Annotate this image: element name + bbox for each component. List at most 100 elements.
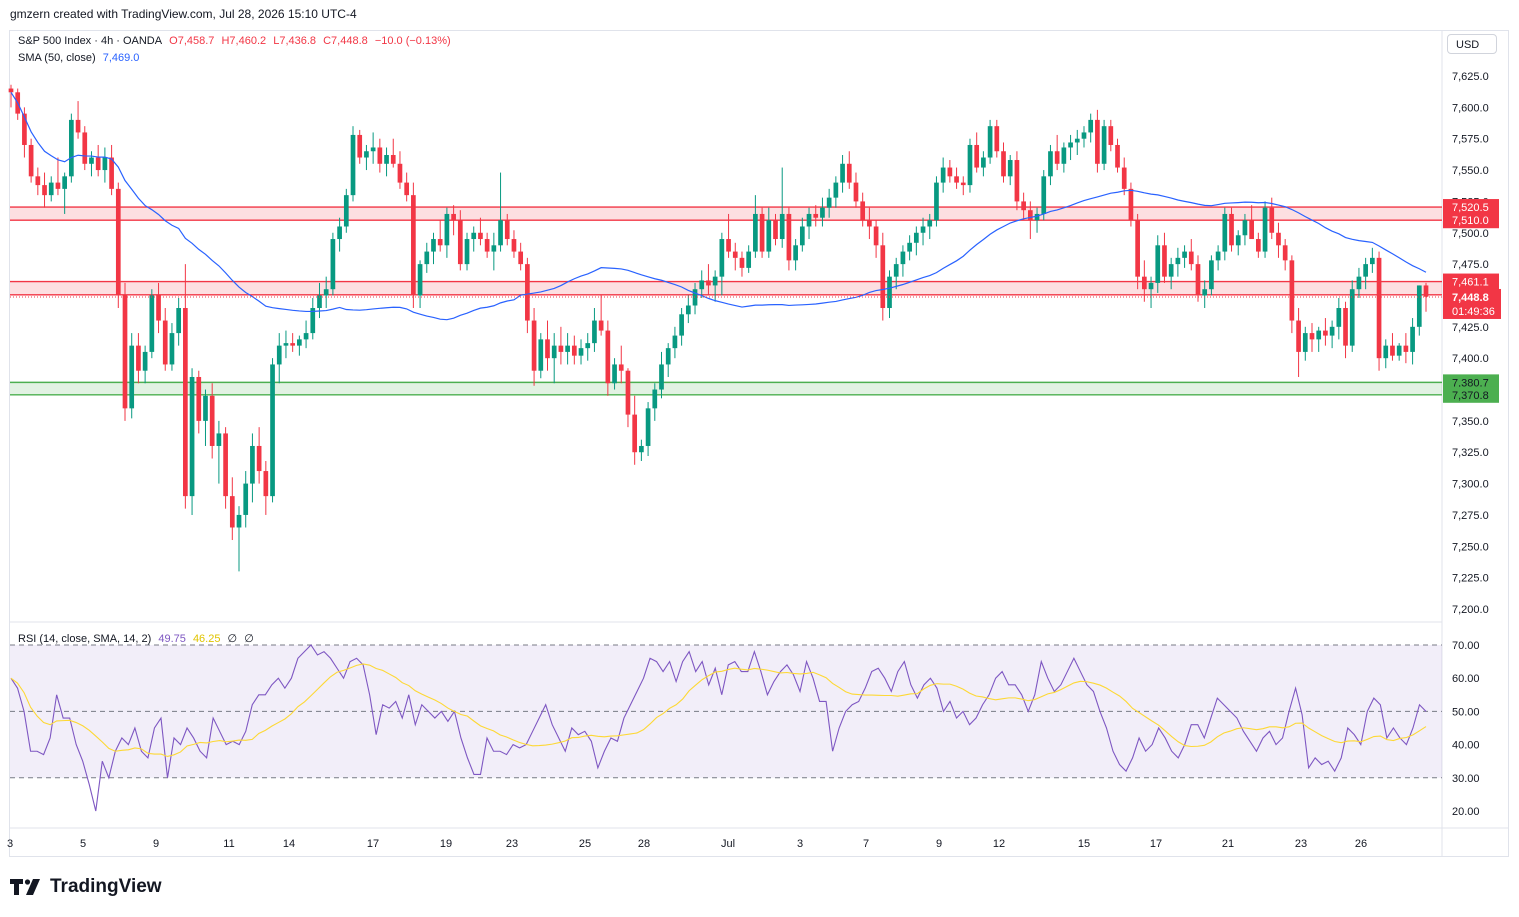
candle-body-up bbox=[491, 245, 497, 252]
candle-body-down bbox=[229, 496, 235, 528]
candle-body-up bbox=[934, 182, 939, 221]
candle-body-down bbox=[518, 251, 524, 265]
candle-body-up bbox=[323, 289, 329, 296]
time-tick-label: 7 bbox=[863, 838, 869, 850]
candle-body-down bbox=[28, 144, 34, 177]
time-tick-label: 28 bbox=[638, 838, 650, 850]
candle-body-down bbox=[122, 295, 128, 409]
candle-body-up bbox=[806, 213, 812, 227]
candle-body-up bbox=[310, 308, 316, 334]
candle-body-down bbox=[1343, 308, 1348, 346]
candle-body-down bbox=[1027, 210, 1033, 221]
candle-body-up bbox=[1262, 207, 1268, 252]
candle-body-up bbox=[330, 239, 336, 290]
candle-body-down bbox=[82, 132, 88, 164]
candle-body-up bbox=[793, 245, 798, 261]
candle-body-up bbox=[692, 289, 698, 306]
currency-button[interactable]: USD bbox=[1447, 34, 1497, 54]
candle-body-up bbox=[1302, 333, 1308, 352]
price-tick-label: 7,400.0 bbox=[1452, 353, 1489, 365]
candle-body-down bbox=[1115, 144, 1120, 168]
candle-body-down bbox=[1128, 188, 1134, 221]
candle-body-up bbox=[645, 408, 651, 446]
candle-body-up bbox=[679, 314, 684, 336]
candle-body-up bbox=[900, 251, 906, 265]
sma-value: 7,469.0 bbox=[102, 52, 140, 64]
candle-body-down bbox=[484, 239, 490, 252]
rsi-extra-2: ∅ bbox=[244, 633, 254, 645]
candle-body-up bbox=[538, 339, 544, 371]
candle-body-up bbox=[102, 157, 108, 171]
time-tick-label: 21 bbox=[1222, 838, 1234, 850]
candle-body-up bbox=[592, 320, 597, 344]
candle-body-up bbox=[203, 395, 208, 421]
candle-body-down bbox=[156, 295, 161, 321]
candle-body-down bbox=[954, 176, 959, 183]
time-tick-label: 9 bbox=[936, 838, 942, 850]
candle-body-up bbox=[833, 182, 839, 198]
candle-body-up bbox=[652, 389, 658, 409]
time-tick-label: 11 bbox=[223, 838, 234, 850]
candle-body-up bbox=[1329, 326, 1335, 336]
candle-body-down bbox=[1021, 201, 1026, 211]
candle-body-down bbox=[256, 445, 262, 472]
price-tick-label: 7,575.0 bbox=[1452, 134, 1489, 146]
candle-body-up bbox=[746, 251, 752, 268]
candle-body-down bbox=[545, 339, 550, 359]
rsi-label[interactable]: RSI (14, close, SMA, 14, 2) bbox=[18, 633, 152, 645]
rsi-line bbox=[10, 644, 1427, 812]
sma-label[interactable]: SMA (50, close) bbox=[18, 52, 96, 64]
candle-body-up bbox=[766, 220, 772, 252]
candle-body-down bbox=[377, 147, 383, 164]
candle-body-down bbox=[873, 226, 879, 246]
rsi-sma-value: 46.25 bbox=[192, 633, 221, 645]
candle-body-up bbox=[1215, 251, 1221, 261]
rsi-tick-label: 60.00 bbox=[1452, 673, 1480, 685]
candle-body-down bbox=[947, 167, 953, 177]
candle-body-down bbox=[42, 185, 47, 196]
candle-body-up bbox=[142, 351, 148, 371]
candle-body-up bbox=[1155, 245, 1161, 283]
resistance-price-tag-label: 7,461.1 bbox=[1452, 277, 1489, 289]
time-tick-label: 26 bbox=[1355, 838, 1367, 850]
candle-body-up bbox=[585, 343, 591, 349]
candle-body-down bbox=[1141, 276, 1147, 290]
candle-body-up bbox=[1182, 251, 1187, 258]
candle-body-up bbox=[887, 276, 892, 309]
candle-body-up bbox=[89, 157, 94, 164]
candle-body-up bbox=[672, 335, 678, 349]
price-tick-label: 7,200.0 bbox=[1452, 604, 1489, 616]
candle-body-up bbox=[840, 163, 845, 183]
candle-body-up bbox=[444, 213, 450, 246]
candle-body-up bbox=[464, 239, 470, 265]
candle-body-up bbox=[471, 232, 477, 240]
candle-body-down bbox=[846, 163, 852, 183]
candle-body-up bbox=[1007, 160, 1013, 177]
time-tick-label: Jul bbox=[721, 838, 735, 850]
candle-body-up bbox=[1356, 276, 1362, 290]
resistance-price-tag bbox=[1443, 273, 1499, 290]
tradingview-logo-icon bbox=[10, 879, 40, 895]
resistance-zone bbox=[10, 281, 1442, 295]
candle-body-up bbox=[1316, 330, 1322, 340]
candle-body-up bbox=[370, 147, 376, 152]
candle-body-down bbox=[1323, 330, 1328, 336]
candle-body-down bbox=[196, 376, 202, 421]
candle-body-up bbox=[565, 345, 570, 352]
candle-body-up bbox=[685, 305, 691, 315]
candle-body-up bbox=[612, 364, 617, 384]
candle-body-down bbox=[786, 213, 792, 261]
time-tick-label: 23 bbox=[1295, 838, 1307, 850]
candle-body-up bbox=[270, 364, 275, 497]
time-tick-label: 9 bbox=[153, 838, 159, 850]
symbol-name[interactable]: S&P 500 Index · 4h · OANDA bbox=[18, 35, 163, 47]
time-tick-label: 17 bbox=[1150, 838, 1162, 850]
tradingview-logo[interactable]: TradingView bbox=[10, 876, 162, 898]
candle-body-down bbox=[618, 364, 624, 371]
candle-body-down bbox=[773, 220, 778, 240]
candle-body-up bbox=[719, 239, 725, 277]
candle-body-up bbox=[364, 151, 369, 158]
time-tick-label: 3 bbox=[7, 838, 13, 850]
price-tick-label: 7,425.0 bbox=[1452, 322, 1489, 334]
